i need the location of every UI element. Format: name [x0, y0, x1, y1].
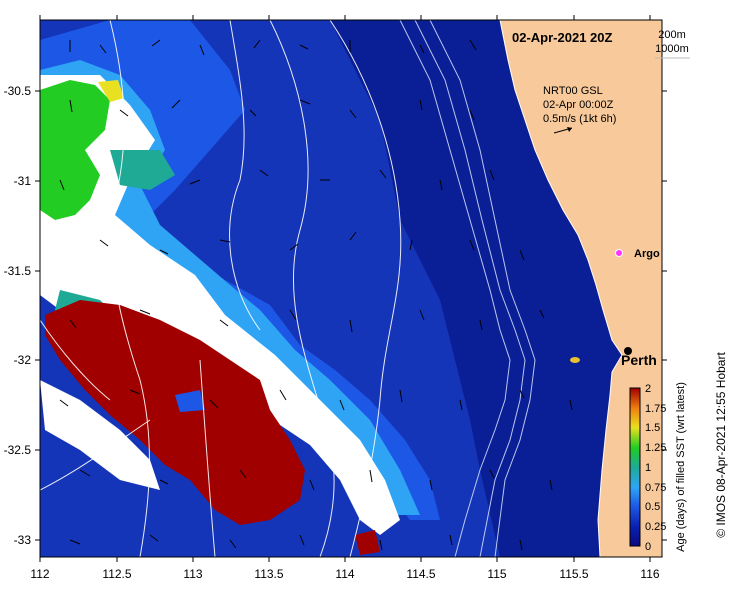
colorbar-tick-label: 0	[645, 541, 651, 553]
yellow-patch	[98, 80, 124, 102]
perth-marker[interactable]	[624, 347, 632, 355]
lon-tick-label: 113	[183, 567, 202, 581]
hot-patch-small	[355, 530, 380, 555]
colorbar-tick-label: 1.75	[645, 403, 666, 415]
credit-text: © IMOS 08-Apr-2021 12:55 Hobart	[714, 352, 728, 538]
current-vectors	[59, 39, 573, 551]
argo-label: Argo	[634, 248, 660, 260]
lon-tick-label: 115.5	[559, 567, 588, 581]
lon-tick-label: 115	[487, 567, 506, 581]
coastline	[499, 20, 623, 557]
depth-contours	[399, 20, 536, 557]
colorbar-tick-label: 2	[645, 383, 651, 395]
lat-tick-labels: -30.5 -31 -31.5 -32 -32.5 -33	[4, 84, 32, 547]
teal-patch-north	[110, 150, 175, 190]
colorbar-tick-label: 1.25	[645, 442, 666, 454]
no-data-band	[40, 75, 400, 535]
map-title: 02-Apr-2021 20Z	[512, 30, 612, 45]
lat-tick-label: -31.5	[4, 264, 32, 278]
lat-tick-label: -31	[14, 174, 32, 188]
lat-tick-label: -32.5	[4, 443, 32, 457]
current-scale-label: 0.5m/s (1kt 6h)	[543, 113, 616, 125]
lon-tick-label: 113.5	[254, 567, 283, 581]
rottnest-island	[570, 357, 580, 363]
lon-tick-label: 116	[640, 567, 659, 581]
no-data-patch-south	[40, 380, 160, 490]
colorbar-tick-label: 0.75	[645, 482, 666, 494]
current-date-label: 02-Apr 00:00Z	[543, 99, 614, 111]
lon-tick-label: 114	[335, 567, 354, 581]
axis-ticks	[35, 15, 667, 562]
contour-legend-200m: 200m	[658, 29, 686, 41]
lon-tick-label: 114.5	[406, 567, 435, 581]
lat-tick-label: -33	[14, 533, 32, 547]
lat-tick-label: -30.5	[4, 84, 32, 98]
current-source-label: NRT00 GSL	[543, 85, 603, 97]
sst-isotherms	[40, 20, 402, 557]
colorbar-gradient	[629, 387, 641, 547]
colorbar-tick-label: 0.5	[645, 501, 660, 513]
colorbar: 2 1.75 1.5 1.25 1 0.75 0.5 0.25 0 Age (d…	[629, 382, 687, 553]
colorbar-tick-labels: 2 1.75 1.5 1.25 1 0.75 0.5 0.25 0	[645, 383, 666, 553]
lat-tick-label: -32	[14, 353, 32, 367]
hot-patch-main	[45, 300, 305, 525]
green-patch	[40, 80, 110, 220]
contour-legend-1000m: 1000m	[655, 43, 689, 55]
map-area	[40, 20, 662, 557]
land	[500, 20, 662, 557]
lon-tick-label: 112	[30, 567, 49, 581]
lon-tick-labels: 112 112.5 113 113.5 114 114.5 115 115.5 …	[30, 567, 659, 581]
colorbar-tick-label: 1.5	[645, 422, 660, 434]
hot-patch-hole	[175, 390, 205, 412]
colorbar-tick-label: 1	[645, 462, 651, 474]
argo-float-marker[interactable]	[615, 249, 623, 257]
perth-label: Perth	[621, 352, 657, 368]
current-scale-arrow	[553, 127, 573, 134]
plot-frame	[39, 19, 663, 558]
colorbar-tick-label: 0.25	[645, 521, 666, 533]
lon-tick-label: 112.5	[102, 567, 131, 581]
colorbar-label: Age (days) of filled SST (wrt latest)	[675, 382, 687, 552]
